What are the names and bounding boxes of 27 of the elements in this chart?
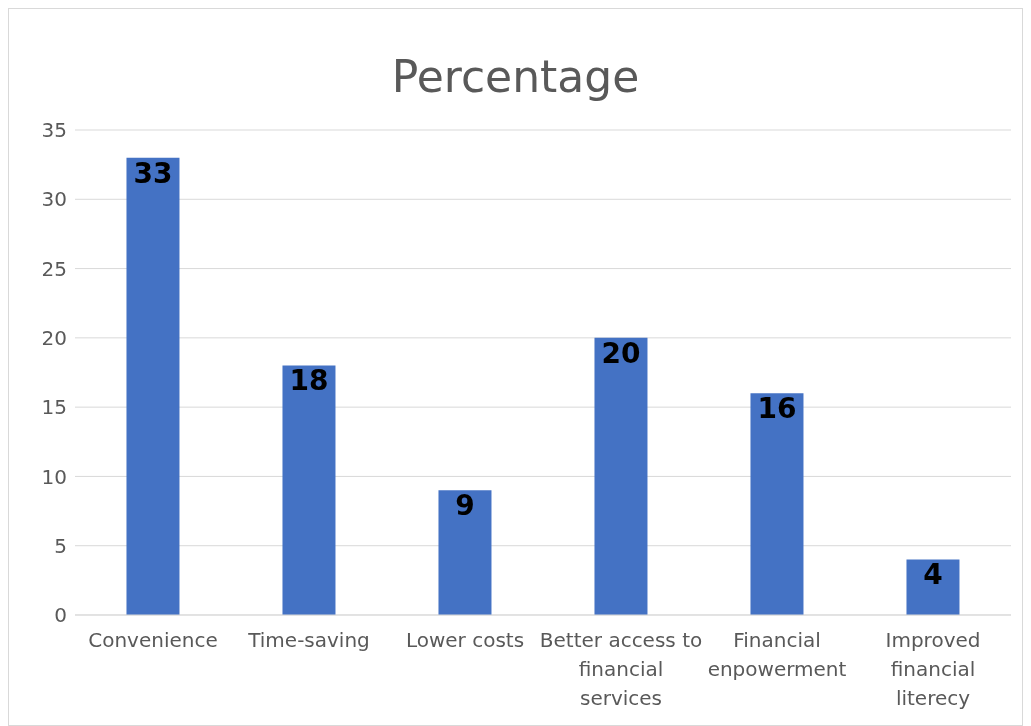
x-tick-label: Convenience [88, 628, 218, 652]
data-label: 33 [133, 156, 173, 190]
bar [906, 559, 960, 615]
x-tick-label: Lower costs [405, 628, 525, 652]
y-tick-label: 35 [41, 118, 67, 143]
y-tick-label: 25 [41, 256, 67, 281]
bar [438, 490, 492, 615]
x-tick-label: Better access to financial services [539, 628, 703, 710]
data-label: 16 [757, 392, 797, 426]
chart-title: Percentage [390, 50, 641, 104]
y-tick-label: 10 [41, 464, 67, 489]
y-tick-label: 30 [41, 187, 67, 212]
bar [594, 337, 648, 615]
data-label: 20 [601, 336, 641, 370]
x-tick-label: Financial enpowerment [707, 628, 847, 681]
bar [126, 157, 180, 615]
y-tick-label: 20 [41, 325, 67, 350]
y-tick-label: 5 [54, 533, 67, 558]
bar [282, 365, 336, 615]
y-tick-label: 15 [41, 395, 67, 420]
bar [750, 393, 804, 615]
data-label: 9 [455, 489, 475, 523]
x-tick-label: Time-saving [247, 628, 370, 652]
data-label: 18 [289, 364, 329, 398]
data-label: 4 [923, 558, 943, 592]
x-tick-label: Improved financial literecy [885, 628, 981, 710]
y-tick-label: 0 [54, 603, 67, 628]
